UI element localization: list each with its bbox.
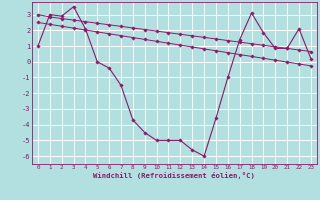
X-axis label: Windchill (Refroidissement éolien,°C): Windchill (Refroidissement éolien,°C): [93, 172, 255, 179]
